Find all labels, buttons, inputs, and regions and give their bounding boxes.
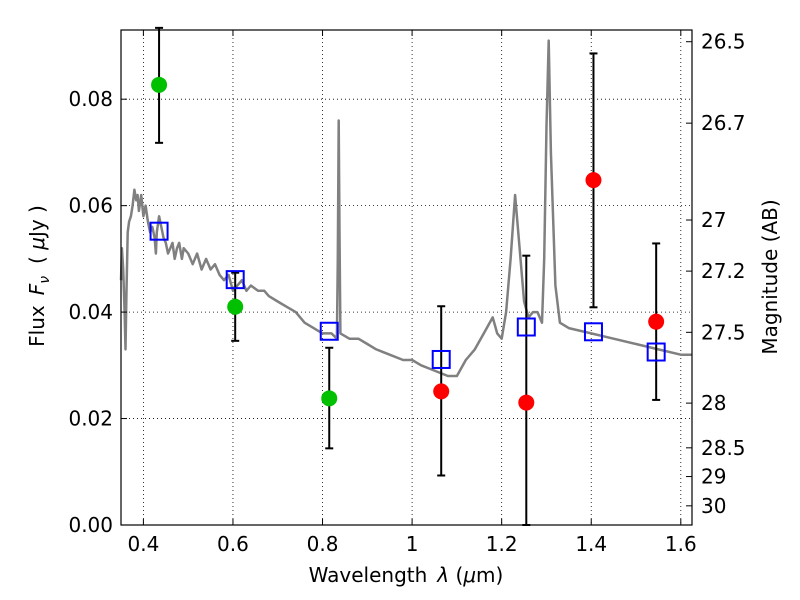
observed-point	[433, 383, 450, 400]
model-photometry-point	[646, 342, 666, 362]
y-tick-label: 0.08	[68, 87, 113, 111]
y2-tick-label: 26.5	[701, 30, 746, 54]
y2-tick-label: 27.5	[701, 320, 746, 344]
x-tick-label: 1.6	[665, 532, 697, 556]
model-photometry-layer	[149, 221, 666, 369]
grid-lines	[121, 30, 692, 525]
y-tick-label: 0.06	[68, 194, 113, 218]
model-photometry-point	[431, 349, 451, 369]
axis-ticks	[121, 30, 692, 526]
observed-point	[648, 313, 665, 330]
y-tick-label: 0.02	[68, 407, 113, 431]
model-photometry-point	[225, 270, 245, 290]
x-tick-label: 1.4	[575, 532, 607, 556]
observed-point	[151, 76, 168, 93]
x-tick-label: 1.2	[486, 532, 518, 556]
axis-tick-labels: 0.4 0.6 0.8 1 1.2 1.4 1.6 0.00 0.02 0.04 0.06 0.08 2…	[68, 30, 745, 556]
x-tick-label: 1	[406, 532, 419, 556]
y2-tick-label: 27	[701, 208, 726, 232]
model-photometry-point	[583, 322, 603, 342]
observed-point	[227, 298, 244, 315]
observed-point	[585, 172, 602, 189]
y2-tick-label: 27.2	[701, 259, 746, 283]
y-axis-label: FluxFν( μJy )	[25, 205, 53, 347]
model-spectrum-layer	[119, 39, 692, 378]
observed-point	[518, 394, 535, 411]
plot-frame	[120, 29, 693, 526]
x-tick-label: 0.6	[217, 532, 249, 556]
y2-tick-label: 28	[701, 391, 726, 415]
model-photometry-point	[516, 317, 536, 337]
x-tick-label: 0.4	[127, 532, 159, 556]
model-photometry-point	[319, 321, 339, 341]
error-bars-layer	[155, 26, 661, 526]
y-tick-label: 0.00	[68, 513, 113, 537]
x-axis-label: Wavelength λ (μm)	[309, 563, 504, 587]
y2-axis-label: Magnitude (AB)	[758, 199, 782, 354]
y2-tick-label: 29	[701, 465, 726, 489]
observed-point	[321, 390, 338, 407]
y2-tick-label: 30	[701, 494, 726, 518]
observed-points-layer	[151, 76, 665, 411]
y2-tick-label: 28.5	[701, 436, 746, 460]
y-tick-label: 0.04	[68, 300, 113, 324]
model-spectrum-line	[119, 39, 692, 378]
model-photometry-point	[149, 221, 169, 241]
y2-tick-label: 26.7	[701, 111, 746, 135]
x-tick-label: 0.8	[307, 532, 339, 556]
